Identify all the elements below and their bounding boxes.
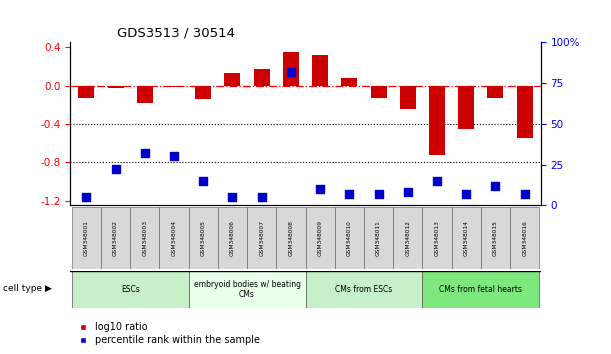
Bar — [224, 73, 241, 86]
Bar — [195, 86, 211, 99]
Point — [111, 167, 120, 172]
Bar — [218, 207, 247, 269]
Point — [199, 178, 208, 184]
Text: ESCs: ESCs — [121, 285, 139, 294]
Bar — [335, 207, 364, 269]
Bar — [101, 207, 130, 269]
Text: GSM348010: GSM348010 — [347, 220, 352, 256]
Bar — [452, 207, 481, 269]
Point — [227, 194, 237, 200]
Text: GSM348016: GSM348016 — [522, 220, 527, 256]
Bar — [488, 86, 503, 98]
Text: GSM348007: GSM348007 — [259, 220, 264, 256]
Bar — [400, 86, 416, 109]
Bar — [458, 86, 474, 129]
Text: GSM348008: GSM348008 — [288, 220, 293, 256]
Point — [140, 150, 150, 156]
Text: GSM348005: GSM348005 — [201, 220, 206, 256]
Bar — [189, 271, 306, 308]
Bar — [393, 207, 422, 269]
Text: GSM348011: GSM348011 — [376, 220, 381, 256]
Bar — [71, 271, 189, 308]
Point — [257, 194, 266, 200]
Text: GSM348006: GSM348006 — [230, 220, 235, 256]
Point — [403, 189, 412, 195]
Point — [286, 69, 296, 75]
Text: GSM348009: GSM348009 — [318, 220, 323, 256]
Bar — [276, 207, 306, 269]
Text: cell type ▶: cell type ▶ — [3, 284, 52, 293]
Point — [315, 186, 325, 192]
Text: GSM348003: GSM348003 — [142, 220, 147, 256]
Point — [169, 154, 179, 159]
Bar — [189, 207, 218, 269]
Point — [432, 178, 442, 184]
Bar — [364, 207, 393, 269]
Text: GSM348002: GSM348002 — [113, 220, 118, 256]
Point — [491, 183, 500, 189]
Text: GSM348001: GSM348001 — [84, 220, 89, 256]
Bar — [137, 86, 153, 103]
Bar — [71, 207, 101, 269]
Bar — [429, 86, 445, 155]
Bar — [108, 86, 123, 87]
Text: CMs from ESCs: CMs from ESCs — [335, 285, 393, 294]
Bar — [283, 52, 299, 86]
Legend: log10 ratio, percentile rank within the sample: log10 ratio, percentile rank within the … — [75, 319, 263, 349]
Bar — [78, 86, 94, 98]
Bar — [342, 78, 357, 86]
Text: GSM348004: GSM348004 — [172, 220, 177, 256]
Text: GSM348014: GSM348014 — [464, 220, 469, 256]
Text: embryoid bodies w/ beating
CMs: embryoid bodies w/ beating CMs — [194, 280, 301, 299]
Text: GDS3513 / 30514: GDS3513 / 30514 — [117, 27, 235, 40]
Bar — [422, 271, 540, 308]
Text: GSM348012: GSM348012 — [405, 220, 410, 256]
Bar — [159, 207, 189, 269]
Bar — [247, 207, 276, 269]
Bar — [517, 86, 533, 138]
Point — [345, 191, 354, 197]
Bar — [422, 207, 452, 269]
Bar — [130, 207, 159, 269]
Bar — [370, 86, 387, 98]
Bar — [481, 207, 510, 269]
Text: CMs from fetal hearts: CMs from fetal hearts — [439, 285, 522, 294]
Point — [81, 194, 91, 200]
Text: GSM348015: GSM348015 — [493, 220, 498, 256]
Point — [374, 191, 384, 197]
Point — [461, 191, 471, 197]
Bar — [510, 207, 540, 269]
Bar — [312, 55, 328, 86]
Point — [520, 191, 530, 197]
Bar — [254, 69, 269, 86]
Text: GSM348013: GSM348013 — [434, 220, 439, 256]
Bar — [306, 207, 335, 269]
Bar — [306, 271, 422, 308]
